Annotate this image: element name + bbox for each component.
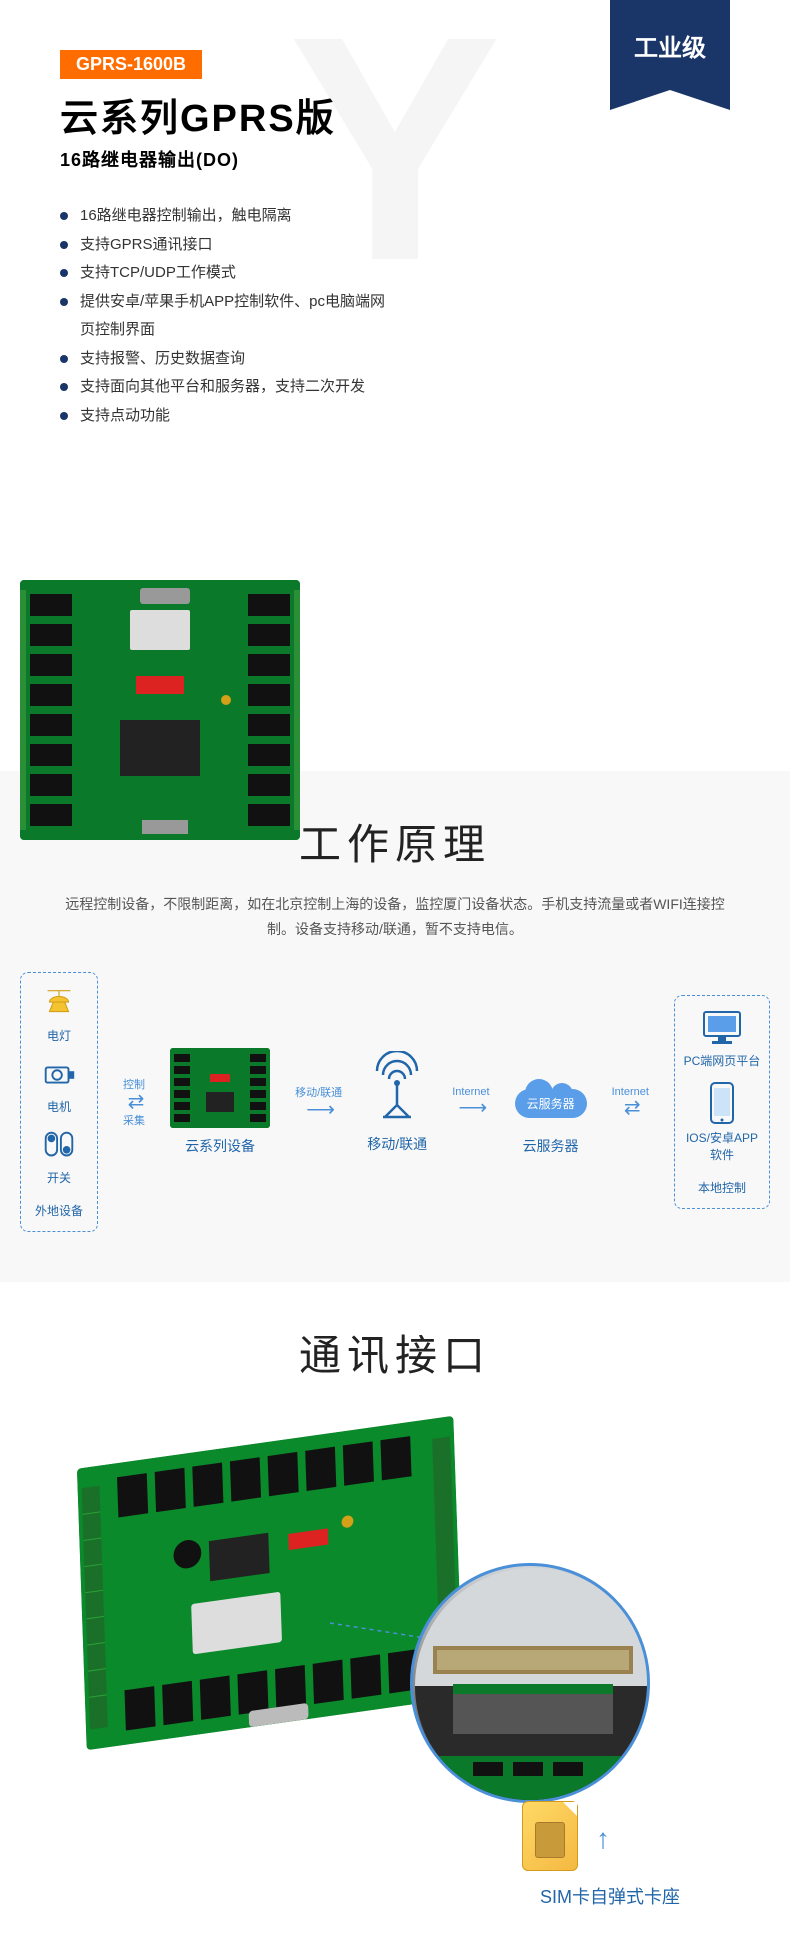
local-caption: 本地控制 (683, 1179, 761, 1196)
arrow-control: 控制⇄采集 (123, 1076, 145, 1128)
feature-list: 16路继电器控制输出，触电隔离 支持GPRS通讯接口 支持TCP/UDP工作模式… (60, 202, 730, 430)
arrow-internet1: Internet⟶ (452, 1086, 489, 1118)
flow-diagram: 电灯 电机 开关 外地设备 控制⇄采集 云系列设备 移动/联通⟶ (20, 972, 770, 1232)
feature-item: 16路继电器控制输出，触电隔离 (60, 202, 730, 231)
product-subtitle: 16路继电器输出(DO) (60, 146, 730, 172)
arrow-internet2: Internet⇄ (612, 1086, 649, 1118)
feature-item: 支持面向其他平台和服务器，支持二次开发 (60, 373, 730, 402)
detail-circle (410, 1563, 650, 1803)
monitor-item: PC端网页平台 (683, 1008, 761, 1069)
cloud-badge-icon: 云服务器 (515, 1089, 587, 1118)
monitor-label: PC端网页平台 (684, 1052, 761, 1069)
switch-icon (40, 1127, 78, 1165)
tilted-pcb-icon (77, 1416, 463, 1750)
feature-item: 支持GPRS通讯接口 (60, 231, 730, 260)
pcb-board-icon (20, 580, 300, 840)
interface-title: 通讯接口 (20, 1322, 770, 1383)
lamp-icon (40, 985, 78, 1023)
phone-item: IOS/安卓APP软件 (683, 1081, 761, 1163)
local-devices-box: PC端网页平台 IOS/安卓APP软件 本地控制 (674, 995, 770, 1209)
motor-label: 电机 (47, 1098, 71, 1115)
grade-ribbon: 工业级 (610, 0, 730, 90)
switch-label: 开关 (47, 1169, 71, 1186)
device-label: 云系列设备 (170, 1136, 270, 1156)
feature-item: 支持报警、历史数据查询 (60, 345, 730, 374)
tower-icon (367, 1051, 427, 1121)
monitor-icon (700, 1008, 744, 1048)
interface-content: ↑ SIM卡自弹式卡座 (20, 1403, 770, 1923)
cloud-label: 云服务器 (515, 1136, 587, 1156)
principle-section: 工作原理 远程控制设备，不限制距离，如在北京控制上海的设备，监控厦门设备状态。手… (0, 770, 790, 1282)
feature-item: 提供安卓/苹果手机APP控制软件、pc电脑端网页控制界面 (60, 288, 400, 345)
feature-item: 支持TCP/UDP工作模式 (60, 259, 730, 288)
cloud-node: 云服务器 云服务器 (515, 1049, 587, 1156)
remote-devices-box: 电灯 电机 开关 外地设备 (20, 972, 98, 1232)
feature-item: 支持点动功能 (60, 402, 730, 431)
tower-node: 移动/联通 (367, 1051, 427, 1154)
mini-pcb-icon (170, 1048, 270, 1128)
sim-label: SIM卡自弹式卡座 (540, 1883, 680, 1909)
phone-label: IOS/安卓APP软件 (683, 1129, 761, 1163)
header-section: Y 工业级 GPRS-1600B 云系列GPRS版 16路继电器输出(DO) 1… (0, 0, 790, 770)
principle-description: 远程控制设备，不限制距离，如在北京控制上海的设备，监控厦门设备状态。手机支持流量… (20, 892, 770, 942)
lamp-label: 电灯 (47, 1027, 71, 1044)
model-label: GPRS-1600B (60, 50, 202, 79)
interface-section: 通讯接口 (0, 1282, 790, 1953)
tower-label: 移动/联通 (367, 1134, 427, 1154)
device-node: 云系列设备 (170, 1048, 270, 1156)
motor-item: 电机 (29, 1056, 89, 1115)
phone-icon (707, 1081, 737, 1125)
arrow-carrier: 移动/联通⟶ (295, 1084, 342, 1120)
switch-item: 开关 (29, 1127, 89, 1186)
motor-icon (40, 1056, 78, 1094)
sim-card-icon (522, 1801, 578, 1871)
sim-arrow-icon: ↑ (596, 1823, 610, 1855)
remote-caption: 外地设备 (29, 1202, 89, 1219)
lamp-item: 电灯 (29, 985, 89, 1044)
